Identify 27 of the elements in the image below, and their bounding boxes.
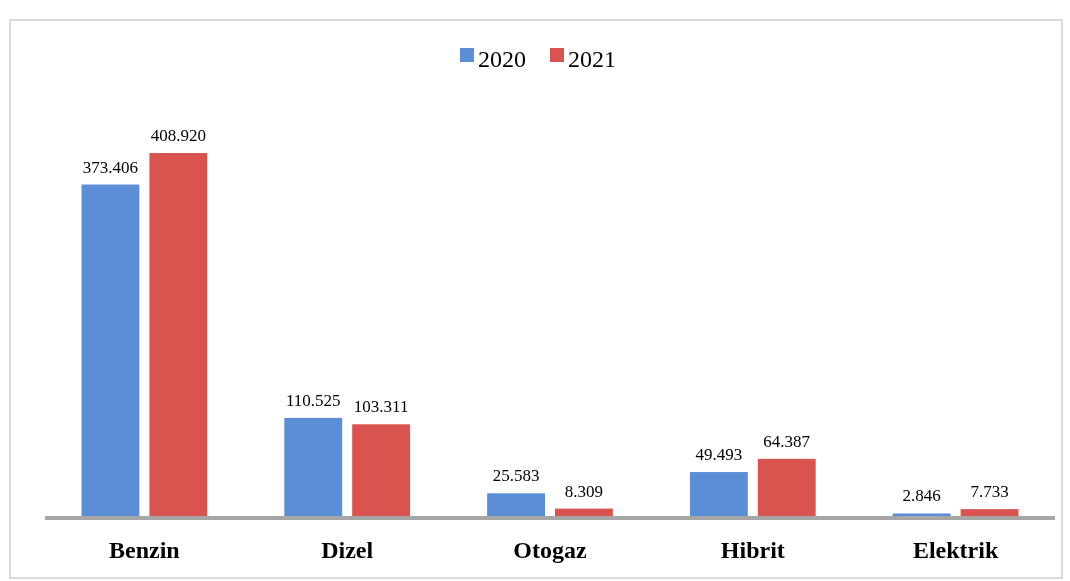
x-tick-label: Benzin bbox=[109, 537, 180, 563]
data-label: 64.387 bbox=[763, 431, 811, 451]
bar bbox=[149, 153, 208, 516]
x-tick-label: Elektrik bbox=[912, 537, 999, 563]
bar bbox=[892, 513, 951, 516]
x-tick-label: Dizel bbox=[321, 537, 374, 563]
data-label: 2.846 bbox=[902, 486, 941, 506]
data-label: 49.493 bbox=[695, 445, 743, 465]
legend-label: 2020 bbox=[478, 45, 526, 72]
data-label: 7.733 bbox=[970, 482, 1009, 502]
x-tick-label: Otogaz bbox=[513, 537, 587, 563]
bar bbox=[555, 508, 613, 516]
data-label: 408.920 bbox=[150, 126, 206, 145]
x-tick-label: Hibrit bbox=[720, 537, 785, 563]
data-label: 8.309 bbox=[564, 481, 604, 501]
bar bbox=[487, 493, 545, 516]
bar bbox=[352, 424, 411, 516]
bar bbox=[757, 458, 816, 516]
data-label: 110.525 bbox=[285, 390, 341, 410]
data-label: 373.406 bbox=[82, 157, 139, 177]
legend-label: 2021 bbox=[568, 45, 616, 72]
bar bbox=[689, 472, 748, 516]
bar bbox=[284, 417, 343, 516]
data-label: 103.311 bbox=[353, 397, 409, 417]
data-label: 25.583 bbox=[492, 466, 540, 486]
bar bbox=[960, 509, 1019, 516]
bar bbox=[81, 184, 140, 516]
